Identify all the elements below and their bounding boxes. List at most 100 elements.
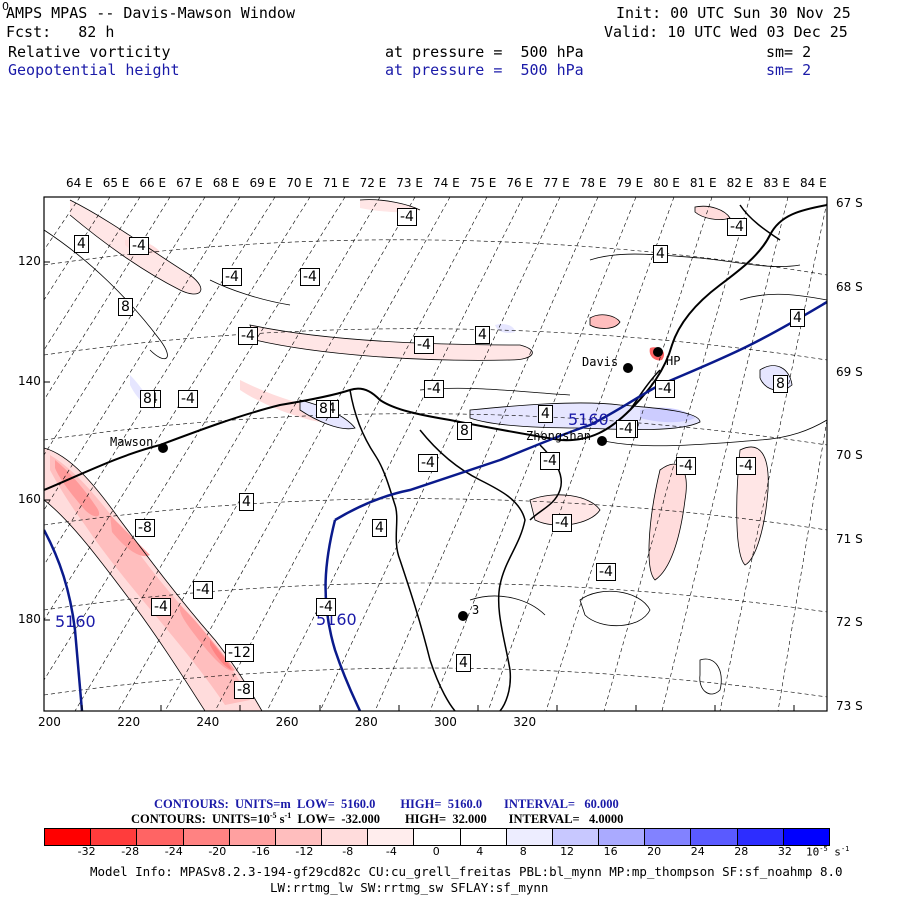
x-tick-label: 240: [196, 715, 220, 729]
colorbar-tick-label: 8: [519, 845, 527, 858]
colorbar-tick-label: -16: [251, 845, 270, 858]
hp-label: HP: [666, 354, 681, 368]
vorticity-label: -4: [418, 454, 438, 472]
vorticity-label: -4: [193, 581, 213, 599]
zhongshan-label: Zhongshan: [526, 429, 592, 443]
longitude-label: 75 E: [469, 176, 497, 190]
latitude-label: 69 S: [836, 365, 863, 379]
vorticity-label: -4: [300, 268, 320, 286]
colorbar-swatch: [275, 829, 323, 845]
colorbar-tick-label: 12: [560, 845, 575, 858]
vorticity-label: 0: [2, 0, 9, 13]
height-label: 5160: [55, 612, 96, 631]
vorticity-label: -4: [596, 563, 616, 581]
field1-smoothing: sm= 2: [766, 43, 812, 61]
vorticity-label: -4: [397, 208, 417, 226]
colorbar-swatch: [552, 829, 600, 845]
vorticity-label: 4: [239, 493, 254, 511]
colorbar: [44, 828, 830, 846]
colorbar-tick-label: -28: [121, 845, 140, 858]
axis-ticks: [44, 261, 795, 711]
longitude-label: 83 E: [763, 176, 790, 190]
colorbar-swatch: [91, 829, 138, 845]
forecast-hour: Fcst: 82 h: [6, 23, 115, 41]
map-title: AMPS MPAS -- Davis-Mawson Window: [6, 4, 295, 22]
davis-label: Davis: [582, 355, 619, 369]
colorbar-tick-label: 32: [777, 845, 792, 858]
vorticity-label: 8: [773, 375, 788, 393]
colorbar-swatch: [229, 829, 276, 845]
longitude-label: 70 E: [286, 176, 313, 190]
latitude-label: 70 S: [836, 448, 863, 462]
y-tick-label: 160: [18, 492, 41, 506]
vorticity-label: 8: [140, 390, 155, 408]
field2-smoothing: sm= 2: [766, 61, 812, 79]
init-time: Init: 00 UTC Sun 30 Nov 25: [616, 4, 851, 22]
map-frame: [43, 196, 828, 712]
colorbar-swatch: [506, 829, 553, 845]
colorbar-tick-label: -20: [208, 845, 227, 858]
vorticity-label: 4: [456, 654, 471, 672]
longitude-label: 77 E: [543, 176, 570, 190]
mawson-station-marker: [158, 443, 168, 453]
x-tick-label: 260: [275, 715, 299, 729]
colorbar-tick-label: -4: [385, 845, 397, 858]
vorticity-label: 8: [316, 400, 331, 418]
longitude-label: 72 E: [359, 176, 387, 190]
s3-station-marker: [458, 611, 468, 621]
x-tick-label: 320: [513, 715, 537, 729]
colorbar-swatch: [645, 829, 692, 845]
latitude-label: 71 S: [836, 532, 863, 546]
contour-info-vorticity: CONTOURS: UNITS=10-5 s-1 LOW= -32.000 HI…: [131, 811, 624, 827]
hp-station-marker: [653, 347, 663, 357]
longitude-label: 68 E: [212, 176, 240, 190]
s3-label: 3: [472, 603, 480, 617]
x-tick-label: 200: [38, 715, 61, 729]
longitude-label: 84 E: [800, 176, 827, 190]
zhongshan-station-marker: [597, 436, 607, 446]
longitude-label: 80 E: [653, 176, 680, 190]
colorbar-tick-label: -8: [342, 845, 354, 858]
vorticity-label: 4: [372, 519, 387, 537]
vorticity-label: 4: [653, 245, 668, 263]
vorticity-label: -8: [234, 681, 254, 699]
longitude-label: 64 E: [66, 176, 93, 190]
colorbar-swatch: [322, 829, 369, 845]
field1-level: at pressure = 500 hPa: [385, 43, 584, 61]
vorticity-label: -4: [316, 598, 336, 616]
vorticity-label: 8: [457, 422, 472, 440]
vorticity-label: 4: [538, 405, 553, 423]
davis-station-marker: [623, 363, 633, 373]
vorticity-label: -12: [225, 644, 254, 662]
colorbar-swatch: [599, 829, 646, 845]
vorticity-label: 4: [790, 309, 805, 327]
y-tick-label: 180: [18, 612, 41, 626]
valid-time: Valid: 10 UTC Wed 03 Dec 25: [604, 23, 848, 41]
vorticity-label: -4: [414, 336, 434, 354]
vorticity-label: 8: [118, 298, 133, 316]
stations: [158, 347, 663, 621]
x-tick-label: 220: [117, 715, 141, 729]
vorticity-label: -4: [676, 457, 696, 475]
longitude-label: 66 E: [139, 176, 167, 190]
vorticity-label: -4: [129, 237, 149, 255]
y-tick-label: 140: [18, 374, 41, 388]
latitude-label: 73 S: [836, 699, 863, 713]
colorbar-tick-label: 28: [734, 845, 749, 858]
vorticity-label: -8: [135, 519, 155, 537]
vorticity-label: -4: [238, 327, 258, 345]
colorbar-swatch: [368, 829, 415, 845]
height-contour-5160: [44, 300, 827, 711]
colorbar-unit: 10-5 s-1: [806, 845, 850, 859]
field2-level: at pressure = 500 hPa: [385, 61, 584, 79]
longitude-label: 81 E: [689, 176, 717, 190]
coastline: [44, 204, 827, 711]
y-tick-label: 120: [18, 254, 41, 268]
longitude-label: 65 E: [102, 176, 130, 190]
vorticity-label: -4: [655, 380, 675, 398]
contour-info-height: CONTOURS: UNITS=m LOW= 5160.0 HIGH= 5160…: [154, 797, 619, 811]
longitude-label: 69 E: [249, 176, 277, 190]
height-label: 5160: [568, 410, 609, 429]
longitude-label: 82 E: [726, 176, 754, 190]
